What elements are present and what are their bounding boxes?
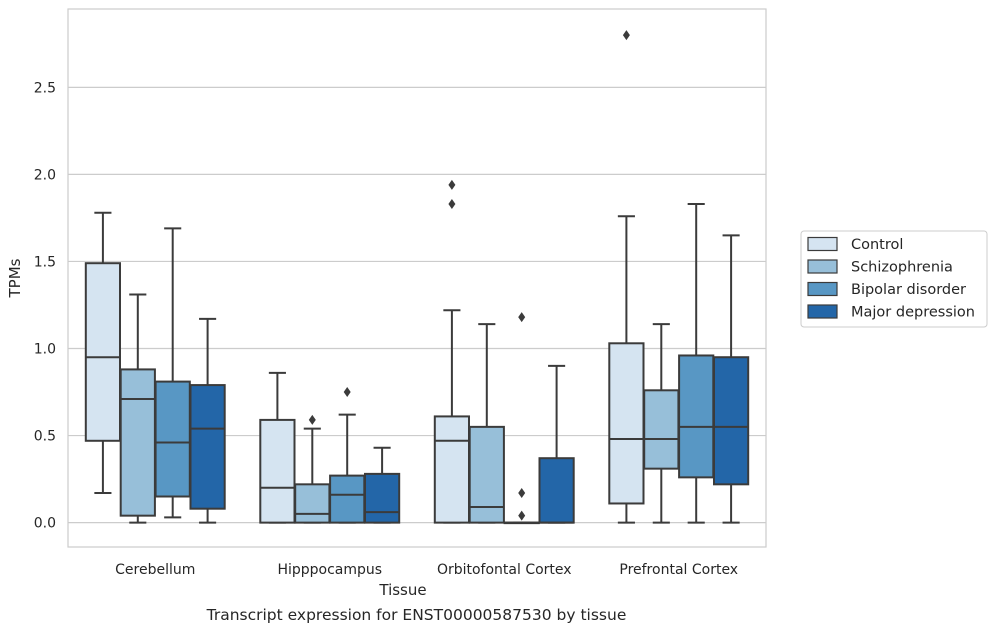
legend-swatch: [807, 304, 838, 319]
outlier-point: [518, 312, 526, 323]
x-tick-label: Cerebellum: [115, 562, 195, 578]
box-groups: [84, 30, 750, 525]
box: [433, 415, 471, 524]
figure-caption: Transcript expression for ENST0000058753…: [206, 606, 627, 624]
box-group: [503, 312, 540, 525]
outlier-point: [448, 179, 456, 190]
x-axis-title: Tissue: [378, 581, 426, 599]
box-group: [468, 323, 505, 524]
box-group: [119, 293, 156, 524]
box-group: [643, 323, 680, 524]
legend-swatch: [807, 259, 838, 274]
y-tick-label: 2.0: [34, 167, 56, 183]
box-group: [712, 234, 750, 524]
box: [712, 356, 750, 486]
legend-label: Control: [851, 237, 903, 253]
box-group: [259, 371, 296, 524]
box-group: [84, 211, 122, 495]
outlier-point: [518, 488, 526, 499]
box-group: [678, 203, 715, 524]
box: [363, 472, 401, 524]
legend-entries: Control Schizophrenia Bipolar disorder Majo…: [807, 236, 975, 321]
legend-label: Bipolar disorder: [851, 282, 966, 298]
box: [608, 342, 645, 505]
box-group: [154, 227, 191, 519]
y-axis-title: TPMs: [6, 258, 24, 298]
box-group: [363, 446, 401, 524]
x-tick-label: Orbitofontal Cortex: [437, 562, 572, 578]
box: [468, 425, 505, 524]
legend-label: Schizophrenia: [851, 260, 953, 276]
outlier-point: [343, 387, 351, 398]
legend-swatch: [807, 281, 838, 297]
legend-label: Major depression: [851, 305, 975, 321]
box-group: [294, 414, 331, 524]
outlier-point: [518, 510, 526, 521]
box: [643, 389, 680, 470]
box-group: [329, 387, 366, 524]
box: [294, 483, 331, 524]
y-tick-label: 2.5: [34, 80, 56, 96]
box: [154, 380, 191, 498]
box-group: [433, 179, 471, 524]
x-tick-labels: Cerebellum Hipppocampus Orbitofontal Corte…: [115, 562, 738, 578]
box: [119, 368, 156, 517]
x-tick-label: Prefrontal Cortex: [619, 562, 738, 578]
y-tick-label: 0.5: [34, 429, 56, 445]
box-group: [608, 30, 645, 524]
box: [538, 457, 575, 524]
box-group: [538, 364, 575, 524]
y-tick-label: 1.5: [34, 254, 56, 270]
box-group: [189, 317, 226, 524]
y-tick-label: 1.0: [34, 342, 56, 358]
outlier-point: [308, 414, 316, 425]
box: [678, 354, 715, 479]
legend: Control Schizophrenia Bipolar disorder Majo…: [800, 230, 988, 328]
legend-frame: [800, 230, 988, 328]
box: [84, 262, 122, 442]
plot-frame: [67, 8, 767, 548]
x-tick-label: Hipppocampus: [277, 562, 382, 578]
y-tick-label: 0.0: [34, 516, 56, 532]
y-tick-labels: 0.0 0.5 1.0 1.5 2.0 2.5: [34, 80, 56, 531]
box: [189, 384, 226, 510]
legend-swatch: [807, 236, 838, 252]
box: [329, 474, 366, 524]
outlier-point: [622, 30, 630, 41]
box: [259, 418, 296, 524]
outlier-point: [448, 199, 456, 210]
